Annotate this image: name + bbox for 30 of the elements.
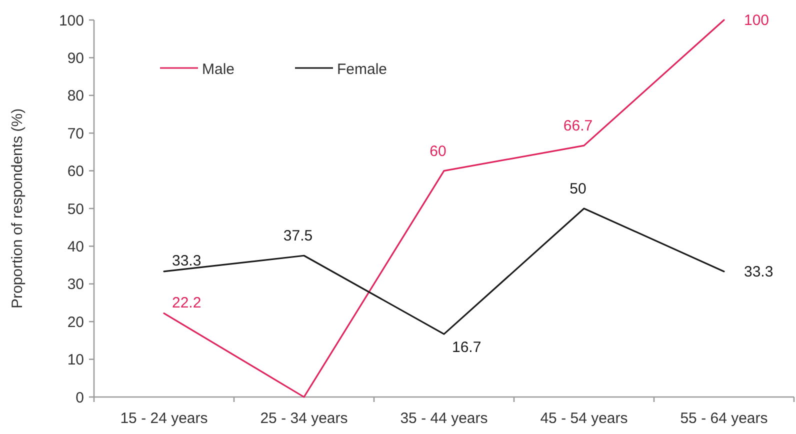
legend-label: Male — [202, 61, 235, 78]
x-tick-label: 55 - 64 years — [680, 410, 768, 427]
y-axis-title: Proportion of respondents (%) — [9, 108, 26, 309]
data-label: 16.7 — [452, 339, 482, 356]
data-label: 60 — [430, 142, 446, 160]
legend-label: Female — [337, 61, 388, 78]
y-tick-label: 80 — [67, 88, 84, 105]
y-tick-label: 90 — [67, 50, 84, 67]
line-series — [163, 19, 725, 398]
y-tick-label: 70 — [67, 125, 84, 142]
x-tick-label: 45 - 54 years — [540, 410, 628, 427]
data-label: 100 — [744, 12, 770, 29]
x-tick-label: 15 - 24 years — [120, 410, 208, 427]
data-label: 37.5 — [283, 228, 313, 245]
data-label: 33.3 — [172, 252, 202, 270]
data-label: 50 — [570, 180, 586, 198]
y-tick-label: 0 — [76, 389, 84, 406]
y-tick-label: 10 — [67, 352, 84, 369]
y-tick-label: 20 — [67, 314, 84, 331]
y-tick-label: 50 — [67, 200, 84, 218]
x-tick-label: 35 - 44 years — [400, 410, 488, 427]
y-tick-label: 100 — [58, 12, 84, 30]
y-tick-label: 40 — [67, 238, 84, 256]
y-tick-label: 30 — [67, 276, 84, 294]
data-label: 22.2 — [172, 294, 202, 312]
line-series — [163, 208, 725, 335]
y-tick-label: 60 — [67, 163, 84, 180]
x-tick-label: 25 - 34 years — [260, 410, 348, 427]
data-label: 66.7 — [563, 118, 593, 135]
data-label: 33.3 — [744, 263, 774, 280]
